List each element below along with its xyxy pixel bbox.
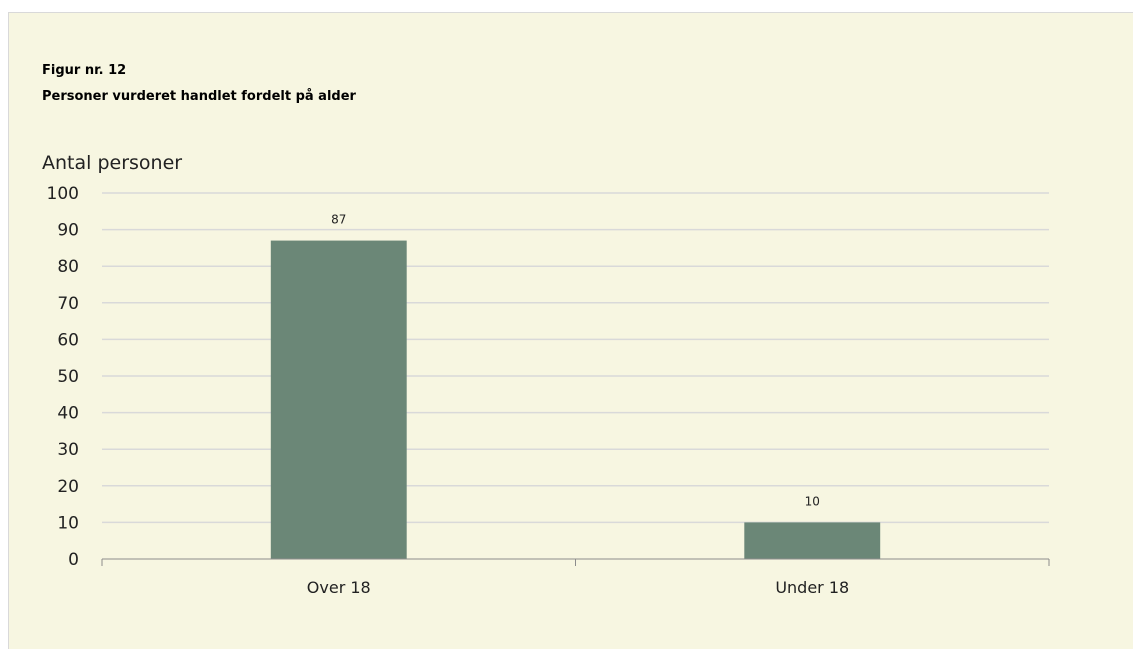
axes	[101, 558, 1050, 566]
figure-number: Figur nr. 12	[42, 63, 127, 78]
x-tick-label: Under 18	[775, 578, 849, 597]
data-label: 10	[805, 494, 820, 508]
bar	[270, 240, 407, 559]
y-tick-label: 0	[68, 550, 79, 570]
x-tick-label: Over 18	[307, 578, 371, 597]
y-tick-label: 80	[57, 257, 79, 277]
bar	[744, 522, 881, 559]
labels: 0 10 20 30 40 50 60 70 80 90 100 87 Over 18 10 Under 1…	[47, 184, 850, 597]
y-tick-label: 10	[57, 513, 79, 533]
bar-chart: 0 10 20 30 40 50 60 70 80 90 100 87 Over 18 10 Under 1…	[42, 152, 1050, 597]
y-tick-label: 100	[47, 184, 79, 204]
y-tick-label: 70	[57, 294, 79, 314]
chart-frame: Figur nr. 12 Personer vurderet handlet f…	[8, 12, 1133, 649]
figure-title: Personer vurderet handlet fordelt på ald…	[42, 89, 356, 104]
data-label: 87	[331, 213, 346, 227]
y-tick-label: 60	[57, 330, 79, 350]
y-tick-label: 40	[57, 404, 79, 424]
y-tick-label: 50	[57, 367, 79, 387]
y-axis-title: Antal personer	[42, 152, 182, 174]
y-tick-label: 20	[57, 477, 79, 497]
bars	[270, 240, 881, 559]
y-tick-label: 90	[57, 221, 79, 241]
y-tick-label: 30	[57, 440, 79, 460]
gridlines	[102, 192, 1049, 524]
